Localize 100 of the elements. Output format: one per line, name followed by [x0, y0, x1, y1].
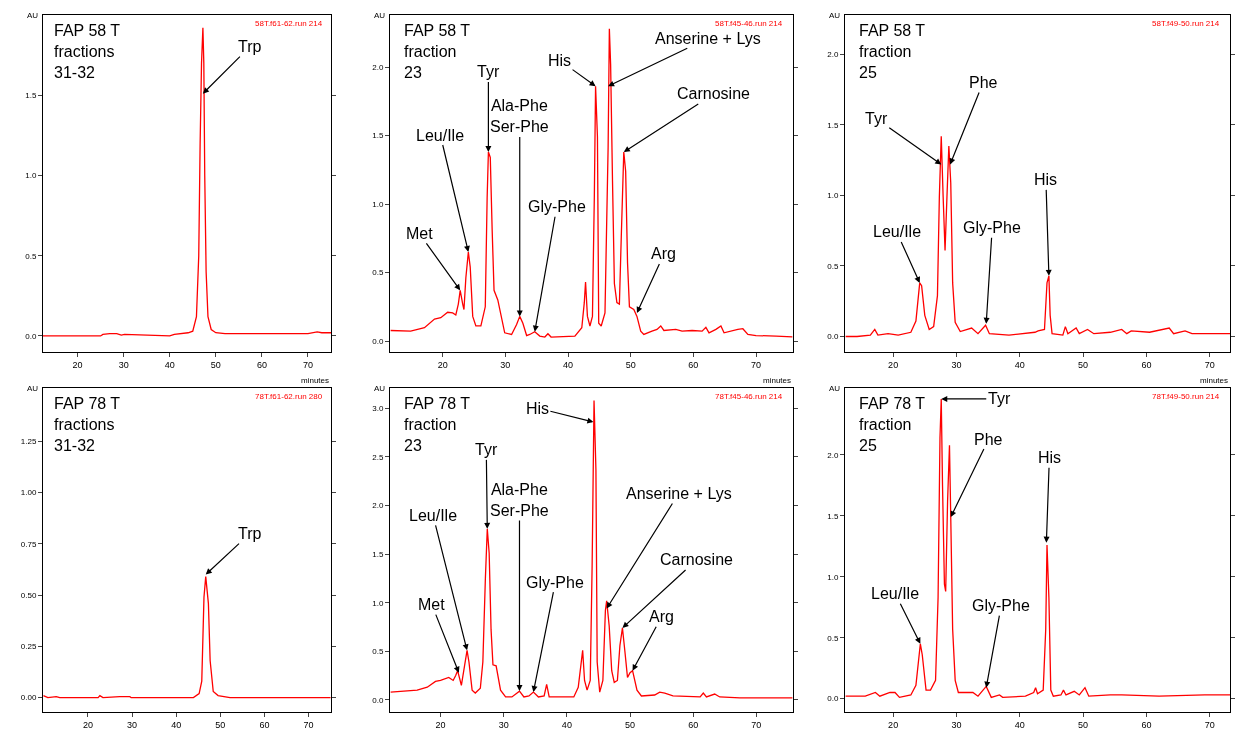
x-tick-label: 20: [72, 359, 83, 370]
annotation: Trp: [238, 525, 262, 542]
y-axis-title: AU: [374, 11, 386, 20]
annotation: Leu/Ile: [873, 223, 922, 240]
y-tick-label: 2.5: [372, 452, 384, 462]
y-tick-label: 2.0: [827, 50, 839, 60]
annotation: 58T.f45-46.run 214: [715, 19, 783, 28]
annotation: Carnosine: [677, 85, 751, 102]
y-tick-label: 1.0: [372, 199, 384, 209]
y-tick-label: 1.0: [827, 572, 839, 582]
x-tick-label: 70: [751, 719, 762, 730]
x-tick-label: 50: [625, 719, 636, 730]
y-tick-label: 0.0: [372, 695, 384, 705]
x-axis-title: minutes: [301, 376, 330, 385]
annotation: Met: [418, 596, 446, 613]
annotation: Tyr: [477, 63, 500, 80]
annotation: His: [1038, 449, 1062, 466]
x-tick-label: 30: [500, 359, 511, 370]
y-tick-label: 0.5: [372, 647, 384, 657]
x-tick-label: 30: [118, 359, 129, 370]
x-tick-label: 50: [1078, 719, 1089, 730]
x-tick-label: 70: [302, 359, 313, 370]
x-tick-label: 60: [259, 719, 270, 730]
annotation: Gly-Phe: [528, 198, 586, 215]
line-series: [390, 399, 793, 699]
x-tick-label: 30: [127, 719, 138, 730]
y-tick-label: 0.5: [827, 633, 839, 643]
y-tick-label: 0.00: [20, 693, 37, 703]
y-tick-label: 2.0: [827, 450, 839, 460]
annotation: His: [526, 400, 550, 417]
x-tick-label: 70: [1204, 359, 1215, 370]
y-tick-label: 0.0: [25, 331, 37, 341]
annotation: Anserine + Lys: [655, 30, 761, 47]
x-tick-label: 40: [164, 359, 175, 370]
y-axis-title: AU: [829, 384, 841, 393]
x-tick-label: 40: [561, 719, 572, 730]
x-tick-label: 70: [751, 359, 762, 370]
x-tick-label: 30: [951, 719, 962, 730]
x-tick-label: 20: [435, 719, 446, 730]
annotation: Tyr: [865, 110, 888, 127]
y-tick-label: 1.25: [20, 437, 37, 447]
x-tick-label: 30: [951, 359, 962, 370]
x-tick-label: 20: [888, 359, 899, 370]
text: FAP 58 T fraction 25: [859, 22, 926, 81]
annotation: Leu/Ile: [871, 585, 920, 602]
annotation: 78T.f49-50.run 214: [1152, 392, 1220, 401]
y-tick-label: 0.50: [20, 590, 37, 600]
annotation: Phe: [969, 74, 998, 91]
line-series: [845, 135, 1230, 338]
annotation: 78T.f61-62.run 280: [255, 392, 323, 401]
annotation: Met: [406, 225, 434, 242]
y-tick-label: 0.5: [25, 251, 37, 261]
text: FAP 78 T fraction 23: [404, 395, 471, 454]
annotation: 58T.f49-50.run 214: [1152, 19, 1220, 28]
y-tick-label: 1.0: [25, 171, 37, 181]
annotation: Gly-Phe: [972, 597, 1030, 614]
text: FAP 78 T fraction 25: [859, 395, 926, 454]
annotation: Gly-Phe: [526, 574, 584, 591]
x-tick-label: 20: [437, 359, 448, 370]
annotation: Phe: [974, 431, 1003, 448]
annotation: Tyr: [988, 390, 1011, 407]
x-tick-label: 30: [498, 719, 509, 730]
y-tick-label: 0.5: [372, 268, 384, 278]
y-tick-label: 1.5: [372, 131, 384, 141]
y-tick-label: 1.5: [827, 120, 839, 130]
annotation: Trp: [238, 38, 262, 55]
text: FAP 58 T fractions 31-32: [54, 22, 121, 81]
text: FAP 78 T fractions 31-32: [54, 395, 121, 454]
y-tick-label: 2.0: [372, 62, 384, 72]
y-tick-label: 0.0: [372, 336, 384, 346]
y-tick-label: 3.0: [372, 404, 384, 414]
y-axis-title: AU: [27, 11, 39, 20]
x-tick-label: 40: [562, 359, 574, 370]
annotation: Anserine + Lys: [626, 485, 732, 502]
x-tick-label: 40: [1014, 719, 1025, 730]
y-tick-label: 1.00: [20, 488, 37, 498]
x-axis-title: minutes: [763, 376, 792, 385]
x-tick-label: 60: [688, 359, 699, 370]
annotation: Arg: [649, 608, 674, 625]
y-tick-label: 0.0: [827, 694, 839, 704]
x-axis-title: minutes: [1200, 376, 1229, 385]
x-tick-label: 50: [625, 359, 636, 370]
x-tick-label: 70: [303, 719, 314, 730]
annotation: Leu/Ile: [409, 507, 458, 524]
annotation: 58T.f61-62.run 214: [255, 19, 323, 28]
x-tick-label: 70: [1204, 719, 1215, 730]
annotation: Carnosine: [660, 551, 734, 568]
annotation: 78T.f45-46.run 214: [715, 392, 783, 401]
annotation: His: [548, 52, 572, 69]
y-tick-label: 1.0: [827, 191, 839, 201]
annotation: Ala-Phe Ser-Phe: [490, 481, 549, 519]
y-tick-label: 1.5: [25, 91, 37, 101]
annotation: Arg: [651, 245, 676, 262]
x-tick-label: 50: [210, 359, 221, 370]
x-tick-label: 60: [256, 359, 267, 370]
y-tick-label: 0.75: [20, 539, 37, 549]
y-tick-label: 0.25: [20, 642, 37, 652]
x-tick-label: 60: [688, 719, 699, 730]
x-tick-label: 60: [1141, 359, 1152, 370]
x-tick-label: 40: [1014, 359, 1025, 370]
